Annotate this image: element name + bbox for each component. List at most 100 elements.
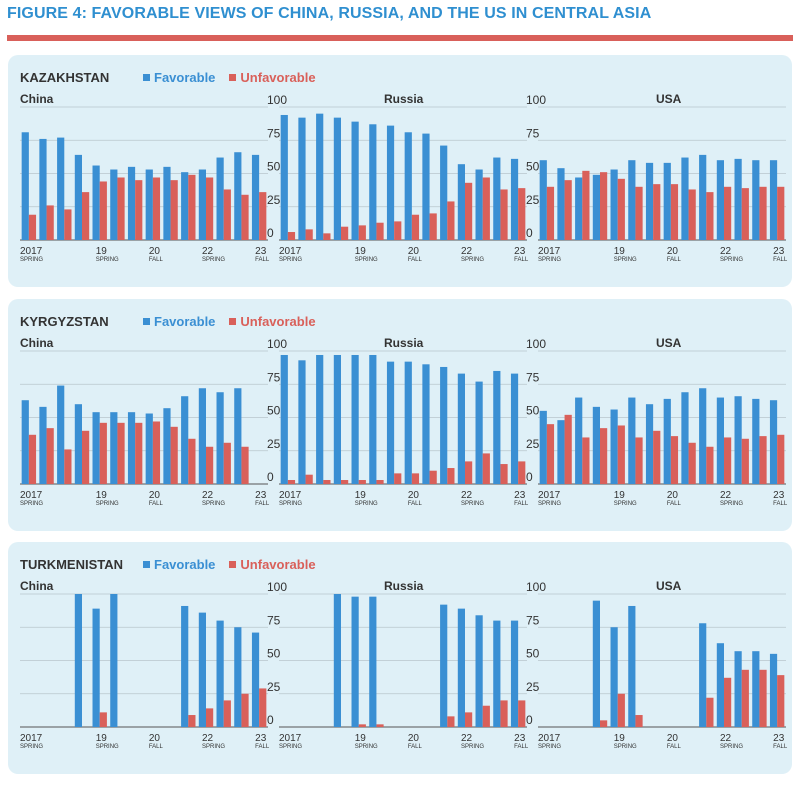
x-tick-label: 22 bbox=[461, 246, 473, 257]
panel-kazakhstan: KAZAKHSTAN Favorable Unfavorable China 2017 S… bbox=[8, 55, 792, 287]
bar-favorable-6 bbox=[645, 162, 654, 240]
panel-charts-svg: China2017SPRING19SPRING20FALL22SPRING23F… bbox=[20, 92, 788, 263]
bar-favorable-6 bbox=[645, 404, 654, 484]
bar-unfavorable-7 bbox=[670, 436, 679, 484]
bar-unfavorable-7 bbox=[152, 177, 161, 240]
chart-kyrgyzstan-china: China2017SPRING19SPRING20FALL22SPRING23F… bbox=[20, 336, 270, 507]
bar-favorable-12 bbox=[234, 152, 242, 240]
bar-favorable-8 bbox=[163, 408, 171, 484]
bar-favorable-8 bbox=[422, 133, 430, 240]
x-tick-sublabel: SPRING bbox=[461, 744, 484, 750]
bar-favorable-7 bbox=[404, 361, 412, 484]
bar-unfavorable-0 bbox=[546, 424, 555, 484]
y-tick-label: 50 bbox=[526, 160, 540, 174]
x-tick-sublabel: SPRING bbox=[355, 744, 378, 750]
bar-unfavorable-13 bbox=[518, 188, 526, 240]
bar-favorable-2 bbox=[316, 354, 324, 484]
bar-unfavorable-13 bbox=[777, 434, 785, 484]
x-tick-label: 23 bbox=[514, 490, 526, 501]
chart-kyrgyzstan-usa: USA10075502502017SPRING19SPRING20FALL22S… bbox=[526, 336, 788, 507]
x-tick-sublabel: SPRING bbox=[614, 501, 637, 507]
y-tick-label: 0 bbox=[526, 713, 533, 727]
y-tick-label: 25 bbox=[267, 437, 281, 451]
bar-unfavorable-8 bbox=[688, 442, 696, 484]
x-tick-label: 20 bbox=[149, 733, 161, 744]
x-tick-sublabel: SPRING bbox=[355, 501, 378, 507]
panel-kyrgyzstan: KYRGYZSTAN Favorable Unfavorable China 2017 S… bbox=[8, 299, 792, 531]
bar-favorable-6 bbox=[386, 125, 395, 240]
y-tick-label: 0 bbox=[526, 470, 533, 484]
legend-label-favorable: Favorable bbox=[154, 314, 216, 329]
y-tick-label: 100 bbox=[267, 337, 287, 351]
x-tick-label: 22 bbox=[461, 733, 473, 744]
panel-header: TURKMENISTAN Favorable Unfavorable bbox=[20, 556, 330, 574]
bar-unfavorable-1 bbox=[564, 414, 572, 484]
bar-unfavorable-10 bbox=[206, 446, 214, 484]
bar-unfavorable-0 bbox=[28, 434, 37, 484]
bar-unfavorable-5 bbox=[376, 222, 384, 240]
bar-favorable-13 bbox=[510, 158, 519, 240]
bar-unfavorable-4 bbox=[99, 181, 107, 240]
legend-favorable: Favorable bbox=[143, 70, 215, 85]
bar-favorable-3 bbox=[592, 600, 600, 727]
bar-unfavorable-1 bbox=[305, 229, 313, 240]
bar-unfavorable-2 bbox=[323, 480, 331, 484]
bar-unfavorable-12 bbox=[500, 700, 508, 727]
x-tick-label: 22 bbox=[720, 733, 732, 744]
bar-unfavorable-9 bbox=[188, 438, 196, 484]
x-tick-sublabel: SPRING bbox=[614, 257, 637, 263]
bar-favorable-11 bbox=[734, 396, 742, 484]
x-tick-sublabel: SPRING bbox=[720, 501, 743, 507]
x-tick-sublabel: FALL bbox=[514, 501, 529, 507]
x-tick-label: 23 bbox=[255, 246, 267, 257]
legend-label-unfavorable: Unfavorable bbox=[240, 70, 316, 85]
x-tick-label: 2017 bbox=[279, 733, 302, 744]
x-tick-label: 23 bbox=[773, 733, 785, 744]
bar-favorable-5 bbox=[628, 397, 636, 484]
chart-subject-title: China bbox=[20, 336, 54, 350]
bar-favorable-7 bbox=[404, 132, 412, 240]
legend-unfavorable: Unfavorable bbox=[229, 314, 316, 329]
x-tick-sublabel: FALL bbox=[667, 257, 682, 263]
bar-unfavorable-5 bbox=[635, 437, 643, 484]
bar-unfavorable-4 bbox=[358, 724, 366, 727]
bar-favorable-13 bbox=[251, 154, 260, 240]
bar-unfavorable-4 bbox=[358, 480, 366, 484]
x-tick-label: 22 bbox=[720, 246, 732, 257]
x-tick-label: 19 bbox=[96, 490, 108, 501]
bar-unfavorable-5 bbox=[635, 186, 643, 240]
bar-unfavorable-9 bbox=[706, 697, 714, 727]
chart-subject-title: Russia bbox=[384, 336, 424, 350]
x-tick-label: 22 bbox=[202, 733, 214, 744]
legend-label-favorable: Favorable bbox=[154, 557, 216, 572]
bar-unfavorable-4 bbox=[617, 693, 625, 727]
x-tick-sublabel: FALL bbox=[514, 744, 529, 750]
bar-unfavorable-10 bbox=[724, 677, 732, 727]
x-tick-label: 19 bbox=[614, 490, 626, 501]
bar-favorable-4 bbox=[92, 608, 100, 727]
x-tick-sublabel: FALL bbox=[667, 501, 682, 507]
x-tick-label: 2017 bbox=[20, 246, 43, 257]
bar-favorable-11 bbox=[216, 157, 224, 240]
x-tick-sublabel: SPRING bbox=[96, 744, 119, 750]
bar-unfavorable-1 bbox=[305, 474, 313, 484]
chart-kazakhstan-usa: USA10075502502017SPRING19SPRING20FALL22S… bbox=[526, 92, 788, 263]
chart-turkmenistan-russia: Russia10075502502017SPRING19SPRING20FALL… bbox=[267, 579, 529, 750]
bar-unfavorable-8 bbox=[170, 426, 178, 484]
bar-favorable-5 bbox=[628, 160, 636, 240]
x-tick-label: 20 bbox=[408, 490, 420, 501]
bar-favorable-3 bbox=[74, 154, 82, 240]
country-label: TURKMENISTAN bbox=[20, 557, 124, 572]
bar-unfavorable-4 bbox=[99, 712, 107, 727]
x-tick-label: 20 bbox=[149, 490, 161, 501]
bar-unfavorable-8 bbox=[170, 180, 178, 240]
bar-favorable-0 bbox=[280, 354, 288, 484]
bar-unfavorable-13 bbox=[777, 675, 785, 727]
bar-favorable-11 bbox=[475, 615, 483, 727]
country-label: KAZAKHSTAN bbox=[20, 70, 110, 85]
x-tick-label: 22 bbox=[461, 490, 473, 501]
bar-unfavorable-11 bbox=[741, 438, 749, 484]
x-tick-label: 19 bbox=[614, 733, 626, 744]
bar-favorable-4 bbox=[351, 596, 359, 727]
bar-unfavorable-6 bbox=[394, 221, 402, 240]
